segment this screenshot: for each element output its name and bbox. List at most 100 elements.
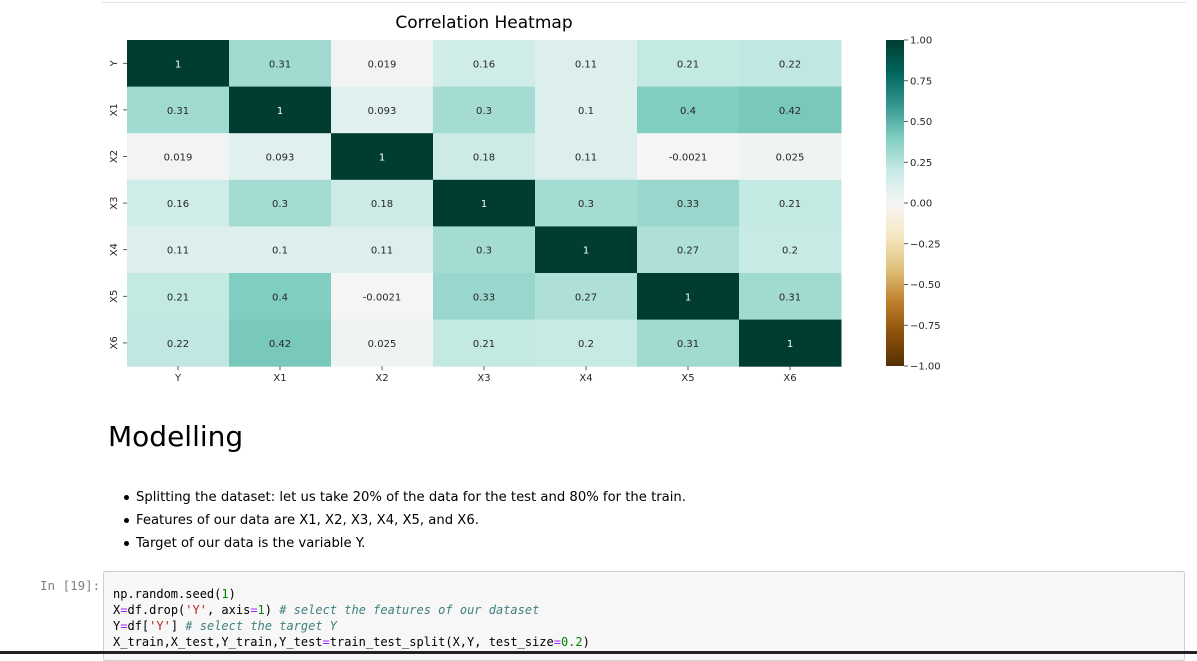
x-tick-label: X4 xyxy=(579,373,592,384)
code-line-2: X=df.drop('Y', axis=1) # select the feat… xyxy=(113,603,540,617)
heatmap-cell xyxy=(331,86,434,134)
heatmap-cell-label: 1 xyxy=(583,246,589,257)
bullet-item: Features of our data are X1, X2, X3, X4,… xyxy=(124,509,686,532)
heatmap-cell-label: -0.0021 xyxy=(669,153,708,164)
heatmap-cell xyxy=(535,133,638,181)
heatmap-cell xyxy=(739,179,842,227)
heatmap-cell xyxy=(739,319,842,367)
heatmap-cell-label: 0.3 xyxy=(272,199,288,210)
heatmap-cell-label: 0.093 xyxy=(266,153,295,164)
heatmap-cell-label: 0.4 xyxy=(680,106,696,117)
heatmap-cell-label: 0.33 xyxy=(677,199,699,210)
heatmap-cell xyxy=(229,133,332,181)
heatmap-cell xyxy=(127,226,230,274)
heatmap-cell xyxy=(229,179,332,227)
heatmap-cell-label: 0.18 xyxy=(473,153,495,164)
y-tick-label: X2 xyxy=(109,150,120,163)
heatmap-cell xyxy=(535,319,638,367)
heatmap-cell-label: 0.31 xyxy=(677,339,699,350)
heatmap-cell-label: 0.42 xyxy=(269,339,291,350)
heatmap-cell xyxy=(127,273,230,321)
heatmap-cell-label: 0.16 xyxy=(167,199,189,210)
heatmap-cell-label: 0.16 xyxy=(473,59,495,70)
heatmap-cell xyxy=(637,179,740,227)
heatmap-cell xyxy=(637,133,740,181)
colorbar-tick-label: 1.00 xyxy=(910,36,932,47)
bullet-item: Splitting the dataset: let us take 20% o… xyxy=(124,486,686,509)
heatmap-cell-label: 0.3 xyxy=(476,106,492,117)
heatmap-cell xyxy=(739,273,842,321)
colorbar-tick-label: 0.50 xyxy=(910,117,932,128)
heatmap-cell-label: 0.11 xyxy=(575,153,597,164)
cell-prompt: In [19]: xyxy=(40,578,101,593)
x-tick-label: X5 xyxy=(681,373,694,384)
heatmap-cell xyxy=(739,40,842,88)
heatmap-cell-label: 0.3 xyxy=(476,246,492,257)
code-line-3: Y=df['Y'] # select the target Y xyxy=(113,619,338,633)
heatmap-cell-label: 0.019 xyxy=(164,153,193,164)
y-tick-label: X6 xyxy=(109,336,120,349)
heatmap-cell-label: 1 xyxy=(175,59,181,70)
heatmap-cell-label: 0.21 xyxy=(677,59,699,70)
heatmap-cell xyxy=(535,179,638,227)
heatmap-cell-label: 0.2 xyxy=(782,246,798,257)
heatmap-cell xyxy=(229,319,332,367)
heatmap-cell-label: 0.1 xyxy=(272,246,288,257)
colorbar xyxy=(886,40,904,366)
heatmap-cell xyxy=(331,133,434,181)
heatmap-cell-label: 0.18 xyxy=(371,199,393,210)
colorbar-tick-label: −0.25 xyxy=(910,239,941,250)
heatmap-cell-label: 0.093 xyxy=(368,106,397,117)
markdown-bullet-list: Splitting the dataset: let us take 20% o… xyxy=(124,486,686,555)
output-area-top-border xyxy=(102,0,1186,3)
colorbar-gradient xyxy=(886,40,904,366)
heatmap-cell-label: 0.31 xyxy=(167,106,189,117)
heatmap-cell-label: 0.21 xyxy=(473,339,495,350)
heatmap-cell-label: 1 xyxy=(787,339,793,350)
colorbar-tick-label: −0.50 xyxy=(910,280,941,291)
heatmap-cell-label: 1 xyxy=(685,292,691,303)
heatmap-cell xyxy=(739,226,842,274)
heatmap-cell xyxy=(331,319,434,367)
heatmap-cell xyxy=(433,179,536,227)
heatmap-cell xyxy=(229,86,332,134)
x-tick-label: X2 xyxy=(375,373,388,384)
heatmap-cell-label: 0.31 xyxy=(779,292,801,303)
correlation-heatmap: Correlation Heatmap 1 0.31 0.019 0.16 0.11 0.… xyxy=(109,13,941,384)
heatmap-cell xyxy=(331,226,434,274)
colorbar-tick-label: 0.75 xyxy=(910,76,932,87)
heatmap-cell xyxy=(229,273,332,321)
heatmap-cell-label: 0.11 xyxy=(575,59,597,70)
heatmap-cell-label: 0.1 xyxy=(578,106,594,117)
heatmap-cell xyxy=(433,273,536,321)
code-cell-editor[interactable]: np.random.seed(1) X=df.drop('Y', axis=1)… xyxy=(103,571,1185,661)
heatmap-cell xyxy=(739,133,842,181)
heatmap-cell xyxy=(433,226,536,274)
heatmap-cell-label: 0.019 xyxy=(368,59,397,70)
heatmap-cell xyxy=(331,273,434,321)
heatmap-cell-label: 1 xyxy=(277,106,283,117)
heatmap-cell xyxy=(535,273,638,321)
heatmap-cell-label: 0.27 xyxy=(575,292,597,303)
heatmap-cell-label: 0.31 xyxy=(269,59,291,70)
heatmap-cell-label: 0.3 xyxy=(578,199,594,210)
y-axis-ticks: Y X1 X2 X3 X4 X5 X6 xyxy=(109,59,127,350)
code-line-4: X_train,X_test,Y_train,Y_test=train_test… xyxy=(113,635,590,649)
heatmap-cell xyxy=(637,319,740,367)
colorbar-tick-label: −0.75 xyxy=(910,321,941,332)
heatmap-cell xyxy=(637,40,740,88)
heatmap-cell xyxy=(433,86,536,134)
x-tick-label: X3 xyxy=(477,373,490,384)
bullet-item: Target of our data is the variable Y. xyxy=(124,532,686,555)
heatmap-cell-label: 0.025 xyxy=(368,339,397,350)
heatmap-cell-label: 0.2 xyxy=(578,339,594,350)
heatmap-cell xyxy=(127,86,230,134)
heatmap-cell-label: 0.22 xyxy=(167,339,189,350)
colorbar-tick-label: 0.00 xyxy=(910,199,932,210)
heatmap-cell xyxy=(331,179,434,227)
colorbar-tick-label: −1.00 xyxy=(910,362,941,373)
y-tick-label: Y xyxy=(109,59,120,67)
heatmap-cell xyxy=(229,226,332,274)
heatmap-cell xyxy=(229,40,332,88)
x-axis-ticks: Y X1 X2 X3 X4 X5 X6 xyxy=(174,366,797,384)
